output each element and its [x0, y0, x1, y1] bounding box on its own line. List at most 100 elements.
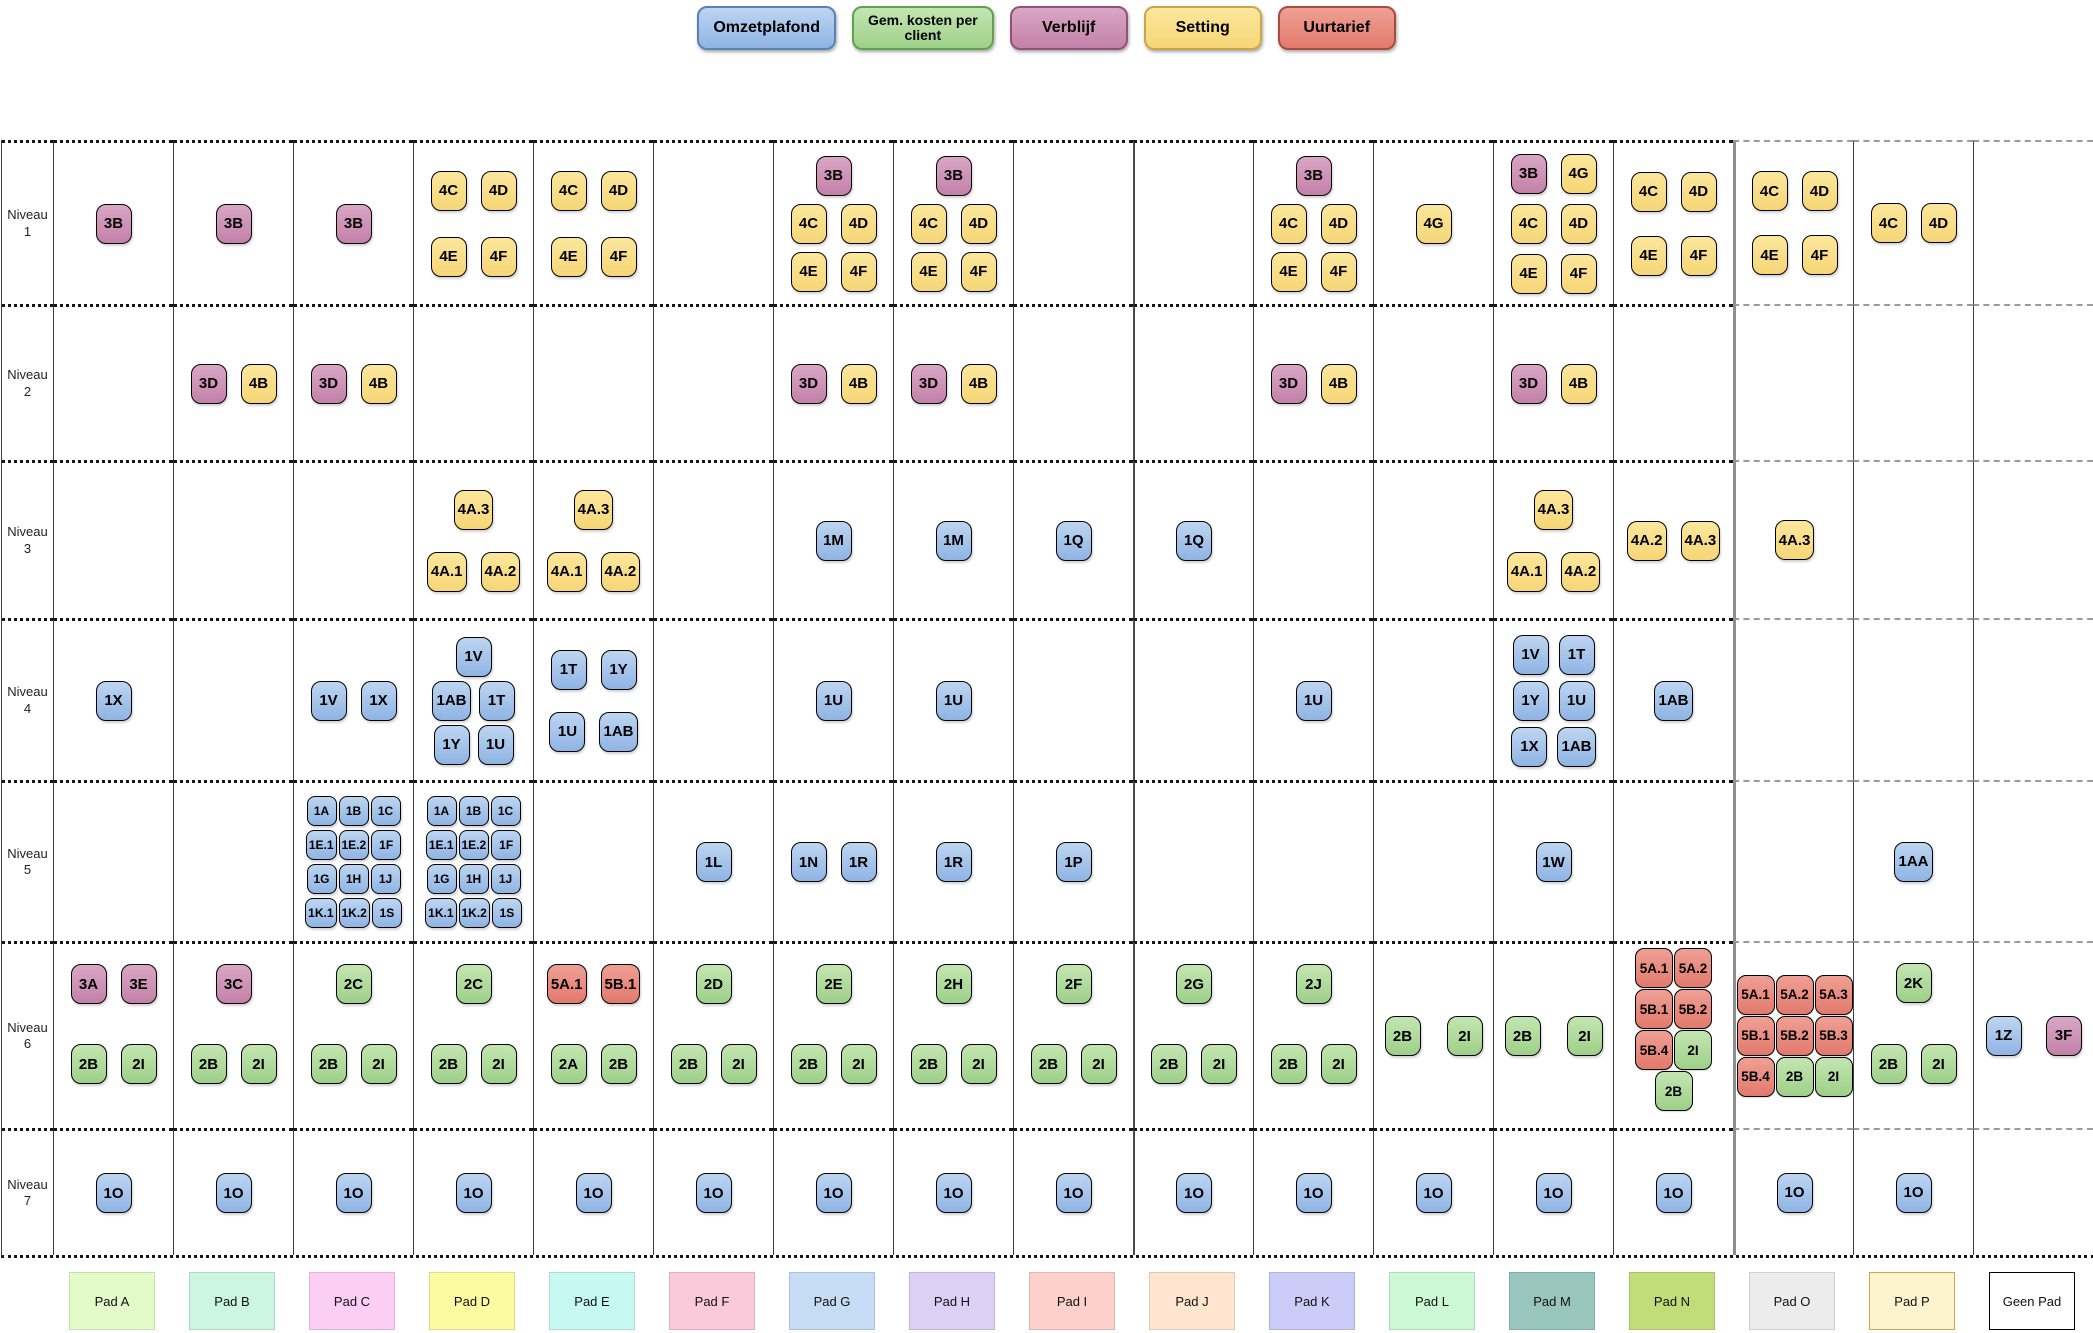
cell-niveau3-pad-H: 1M	[893, 460, 1013, 618]
badge-5B.4: 5B.4	[1736, 1056, 1775, 1097]
badge-2I: 2I	[1566, 1016, 1603, 1056]
badge-3D: 3D	[1510, 363, 1547, 404]
badge-1O: 1O	[1776, 1172, 1813, 1213]
cell-niveau2-pad-B: 3D 4B	[173, 304, 293, 460]
cell-niveau1-pad-L: 4G	[1373, 140, 1493, 304]
badge-1X: 1X	[360, 680, 397, 721]
badge-1C: 1C	[370, 796, 401, 826]
badge-3B: 3B	[95, 203, 132, 244]
badge-3E: 3E	[120, 964, 157, 1004]
badge-1Q: 1Q	[1176, 520, 1212, 561]
cell-niveau4-pad-J	[1133, 618, 1253, 780]
badge-2B: 2B	[670, 1044, 707, 1084]
badge-1AB: 1AB	[1654, 680, 1693, 721]
cell-niveau6-pad-geen: 1Z 3F	[1973, 941, 2093, 1128]
badge-2B: 2B	[790, 1044, 827, 1084]
badge-2H: 2H	[935, 964, 972, 1004]
badge-4F: 4F	[1680, 235, 1717, 276]
badge-4E: 4E	[550, 236, 587, 277]
badge-2I: 2I	[1201, 1044, 1237, 1084]
badge-3A: 3A	[70, 964, 107, 1004]
badge-1K.2: 1K.2	[338, 898, 370, 928]
cell-niveau1-pad-M: 3B 4G 4C 4D 4E 4F	[1493, 140, 1613, 304]
cell-niveau7-pad-F: 1O	[653, 1128, 773, 1255]
legend-red-chip: Uurtarief	[1277, 6, 1396, 50]
badge-3B: 3B	[335, 203, 372, 244]
cell-niveau5-pad-M: 1W	[1493, 780, 1613, 941]
badge-5B.2: 5B.2	[1674, 989, 1712, 1029]
cell-niveau6-pad-H: 2H 2B 2I	[893, 941, 1013, 1128]
badge-4A.1: 4A.1	[426, 551, 467, 592]
badge-4A.2: 4A.2	[480, 551, 521, 592]
cell-niveau7-pad-geen	[1973, 1128, 2093, 1255]
cell-niveau4-pad-A: 1X	[53, 618, 173, 780]
badge-3D: 3D	[790, 363, 827, 404]
badge-2I: 2I	[960, 1044, 997, 1084]
badge-4D: 4D	[480, 170, 517, 211]
cell-niveau5-pad-A	[53, 780, 173, 941]
cell-niveau4-pad-G: 1U	[773, 618, 893, 780]
legend: Omzetplafond Gem. kosten per client Verbli…	[0, 6, 2093, 50]
badge-3B: 3B	[815, 155, 852, 196]
badge-5B.3: 5B.3	[1814, 1015, 1853, 1056]
badge-3F: 3F	[2045, 1015, 2082, 1056]
badge-5B.1: 5B.1	[1736, 1015, 1775, 1056]
cell-niveau3-pad-K	[1253, 460, 1373, 618]
legend-blue-chip: Omzetplafond	[697, 6, 836, 50]
badge-4D: 4D	[1560, 203, 1597, 244]
badge-1A: 1A	[306, 796, 337, 826]
cell-niveau3-pad-F	[653, 460, 773, 618]
badge-1F: 1F	[491, 830, 522, 860]
badge-1R: 1R	[935, 842, 972, 882]
cell-niveau5-pad-P: 1AA	[1853, 780, 1973, 941]
badge-4A.3: 4A.3	[453, 489, 494, 530]
cell-niveau6-pad-I: 2F 2B 2I	[1013, 941, 1133, 1128]
badge-4A.2: 4A.2	[600, 551, 641, 592]
cell-niveau4-pad-B	[173, 618, 293, 780]
badge-4B: 4B	[1320, 363, 1357, 404]
badge-1O: 1O	[1295, 1173, 1332, 1213]
badge-2I: 2I	[480, 1044, 517, 1084]
cell-niveau6-pad-B: 3C 2B 2I	[173, 941, 293, 1128]
badge-1X: 1X	[95, 680, 132, 721]
badge-4D: 4D	[1920, 203, 1957, 243]
cell-niveau3-pad-C	[293, 460, 413, 618]
badge-1E.1: 1E.1	[425, 830, 457, 860]
row-label-niveau-3: Niveau 3	[2, 460, 53, 618]
cell-niveau1-pad-C: 3B	[293, 140, 413, 304]
badge-1AB: 1AB	[1557, 726, 1596, 767]
badge-2I: 2I	[1446, 1016, 1483, 1056]
cell-niveau2-pad-H: 3D 4B	[893, 304, 1013, 460]
pad-label-N: Pad N	[1629, 1272, 1715, 1330]
cell-niveau7-pad-E: 1O	[533, 1128, 653, 1255]
pad-footer: Pad A Pad B Pad C Pad D Pad E Pad F Pad G Pad H…	[1, 1272, 2092, 1330]
cell-niveau1-pad-N: 4C 4D 4E 4F	[1613, 140, 1733, 304]
badge-1Y: 1Y	[1512, 680, 1549, 721]
pad-label-J: Pad J	[1149, 1272, 1235, 1330]
badge-4F: 4F	[1801, 235, 1838, 275]
cell-niveau2-pad-N	[1613, 304, 1733, 460]
badge-2B: 2B	[190, 1044, 227, 1084]
cell-niveau5-pad-L	[1373, 780, 1493, 941]
pad-label-A: Pad A	[69, 1272, 155, 1330]
pad-label-geen: Geen Pad	[1989, 1272, 2075, 1330]
cell-niveau4-pad-O	[1733, 618, 1853, 780]
cell-niveau2-pad-F	[653, 304, 773, 460]
badge-4F: 4F	[1320, 251, 1357, 292]
badge-2I: 2I	[1674, 1030, 1712, 1070]
badge-3B: 3B	[1510, 153, 1547, 194]
badge-3D: 3D	[910, 363, 947, 404]
badge-1U: 1U	[1558, 680, 1595, 721]
cell-niveau5-pad-geen	[1973, 780, 2093, 941]
badge-4C: 4C	[430, 170, 467, 211]
footer-spacer	[1, 1272, 52, 1330]
cell-niveau4-pad-I	[1013, 618, 1133, 780]
badge-1A: 1A	[426, 796, 457, 826]
badge-4F: 4F	[1560, 253, 1597, 294]
badge-1O: 1O	[95, 1173, 132, 1213]
badge-4E: 4E	[790, 251, 827, 292]
badge-4C: 4C	[1270, 203, 1307, 244]
badge-4E: 4E	[1630, 235, 1667, 276]
badge-1S: 1S	[491, 898, 522, 928]
row-label-niveau-2: Niveau 2	[2, 304, 53, 460]
